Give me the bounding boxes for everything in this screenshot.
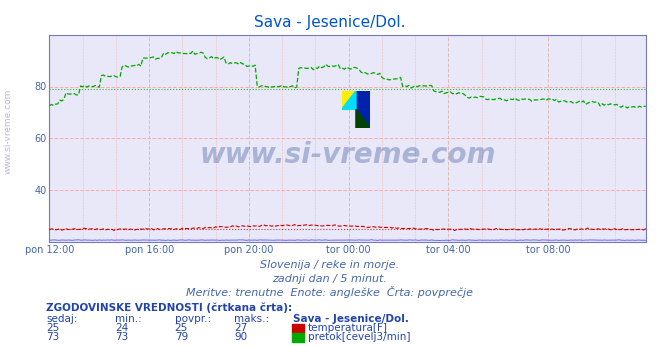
Bar bbox=[356, 91, 370, 128]
Text: Meritve: trenutne  Enote: angleške  Črta: povprečje: Meritve: trenutne Enote: angleške Črta: … bbox=[186, 286, 473, 298]
Text: 25: 25 bbox=[175, 324, 188, 334]
Bar bbox=[341, 91, 356, 109]
Text: ZGODOVINSKE VREDNOSTI (črtkana črta):: ZGODOVINSKE VREDNOSTI (črtkana črta): bbox=[46, 303, 292, 313]
Text: povpr.:: povpr.: bbox=[175, 315, 211, 325]
Polygon shape bbox=[356, 109, 370, 128]
Text: Slovenija / reke in morje.: Slovenija / reke in morje. bbox=[260, 260, 399, 270]
Text: 90: 90 bbox=[234, 333, 247, 343]
Text: maks.:: maks.: bbox=[234, 315, 269, 325]
Text: temperatura[F]: temperatura[F] bbox=[308, 324, 387, 334]
Text: 73: 73 bbox=[46, 333, 59, 343]
Text: 73: 73 bbox=[115, 333, 129, 343]
Text: www.si-vreme.com: www.si-vreme.com bbox=[3, 89, 13, 174]
Text: www.si-vreme.com: www.si-vreme.com bbox=[200, 141, 496, 169]
Text: zadnji dan / 5 minut.: zadnji dan / 5 minut. bbox=[272, 274, 387, 284]
Polygon shape bbox=[341, 91, 356, 109]
Text: 79: 79 bbox=[175, 333, 188, 343]
Text: pretok[čevelj3/min]: pretok[čevelj3/min] bbox=[308, 332, 411, 343]
Text: sedaj:: sedaj: bbox=[46, 315, 78, 325]
Text: Sava - Jesenice/Dol.: Sava - Jesenice/Dol. bbox=[254, 15, 405, 30]
Text: 24: 24 bbox=[115, 324, 129, 334]
Text: 25: 25 bbox=[46, 324, 59, 334]
Text: Sava - Jesenice/Dol.: Sava - Jesenice/Dol. bbox=[293, 315, 409, 325]
Text: min.:: min.: bbox=[115, 315, 142, 325]
Text: 27: 27 bbox=[234, 324, 247, 334]
